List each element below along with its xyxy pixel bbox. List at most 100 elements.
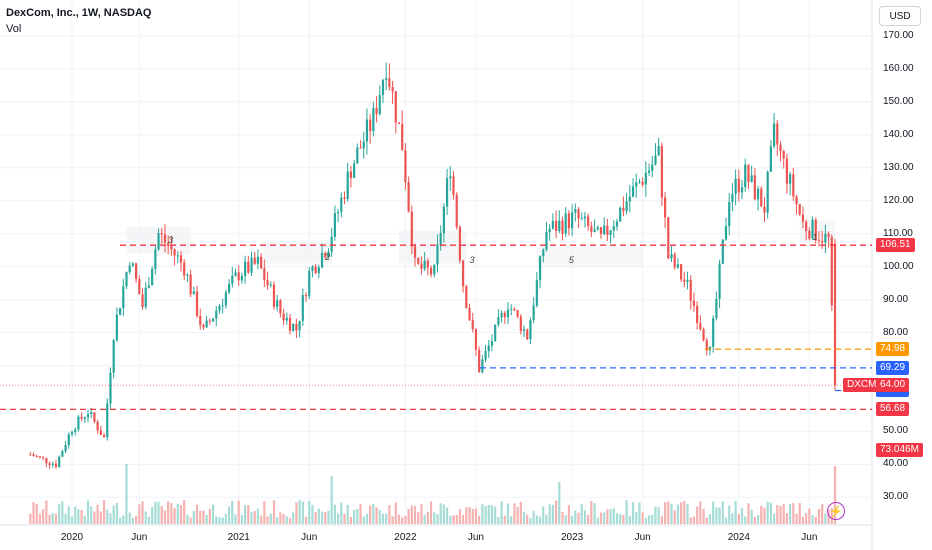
volume-bar [462, 514, 465, 524]
candle-body [115, 314, 118, 341]
candle-body [760, 188, 763, 207]
volume-bar [593, 503, 596, 524]
candle-body [545, 231, 548, 250]
candle-body [160, 233, 163, 235]
volume-bar [615, 513, 619, 524]
volume-bar [756, 515, 760, 524]
level-price-tag: 74.98 [876, 342, 910, 357]
volume-bar [587, 514, 590, 524]
candle-body [138, 279, 141, 295]
volume-bar [61, 501, 64, 524]
volume-bar [715, 507, 718, 524]
volume-bar [670, 503, 673, 524]
wave-label: 5 [568, 255, 574, 266]
volume-bar [808, 508, 811, 524]
candle-body [603, 225, 606, 235]
volume-bar [702, 508, 705, 524]
candle-body [763, 206, 766, 213]
volume-bar [330, 476, 333, 524]
candle-body [35, 456, 38, 458]
volume-bar [824, 513, 827, 524]
candle-body [471, 320, 474, 330]
volume-bar [298, 500, 301, 524]
candle-body [776, 123, 779, 145]
candle-body [676, 264, 680, 268]
candle-body [372, 107, 375, 132]
volume-bar [336, 513, 340, 524]
volume-bar [199, 510, 202, 524]
candle-body [660, 145, 663, 198]
candle-body [705, 340, 708, 351]
candle-body [96, 421, 99, 431]
volume-bar [417, 512, 420, 524]
candle-body [449, 176, 452, 179]
volume-bar [420, 504, 423, 524]
volume-bar [580, 503, 583, 524]
chart-grid [0, 0, 873, 550]
volume-bar [74, 506, 77, 524]
time-tick-label: Jun [301, 532, 318, 543]
candle-body [183, 262, 186, 276]
price-tick-label: 160.00 [883, 62, 914, 74]
candle-body [353, 163, 356, 178]
volume-bar [118, 517, 122, 524]
candle-body [74, 429, 77, 432]
volume-bar [442, 504, 445, 524]
volume-tag: 73.046M [876, 443, 923, 457]
volume-bar [782, 504, 785, 524]
volume-bar [314, 512, 317, 524]
volume-bar [792, 503, 795, 524]
volume-bar [388, 504, 391, 524]
volume-bar [622, 514, 625, 524]
candle-body [276, 300, 279, 307]
volume-bar [381, 513, 385, 524]
candle-body [250, 257, 253, 273]
candle-body [410, 211, 413, 247]
volume-bar [721, 501, 724, 524]
candle-body [631, 186, 635, 197]
candle-body [404, 150, 407, 183]
candle-body [401, 123, 404, 151]
candle-body [827, 233, 830, 238]
volume-bar [535, 515, 538, 524]
candle-body [244, 261, 247, 276]
candle-body [70, 431, 74, 435]
volume-bar [423, 514, 426, 524]
candle-body [298, 320, 301, 331]
candle-body [564, 213, 567, 234]
volume-bar [80, 510, 83, 524]
volume-bar [29, 513, 32, 524]
candle-body [317, 267, 320, 274]
candle-body [478, 349, 481, 373]
candle-body [612, 226, 615, 231]
volume-bar [439, 503, 442, 524]
lightning-icon[interactable]: ⚡ [827, 502, 845, 520]
candle-body [211, 318, 215, 322]
price-tick-label: 140.00 [883, 128, 914, 140]
volume-bar [38, 513, 42, 524]
volume-bar [67, 506, 70, 524]
candle-body [481, 359, 484, 373]
candle-body [625, 201, 628, 212]
volume-bar [407, 509, 410, 524]
candle-body [622, 207, 625, 212]
volume-bar [638, 502, 641, 524]
candle-body [683, 279, 686, 282]
candlesticks [29, 62, 837, 469]
candle-body [336, 211, 340, 214]
volume-bar [529, 517, 532, 524]
candle-body [349, 171, 353, 178]
candle-body [699, 323, 702, 330]
volume-bar [795, 513, 798, 524]
volume-bar [433, 512, 436, 524]
candle-body [202, 324, 205, 328]
candle-body [667, 217, 670, 259]
wave-label: 3 [469, 255, 475, 266]
volume-bar [776, 505, 779, 524]
candle-body [542, 249, 545, 257]
currency-button[interactable]: USD [879, 6, 921, 26]
candle-body [83, 417, 86, 419]
volume-bar [821, 504, 824, 524]
volume-indicator-label[interactable]: Vol [6, 23, 22, 35]
